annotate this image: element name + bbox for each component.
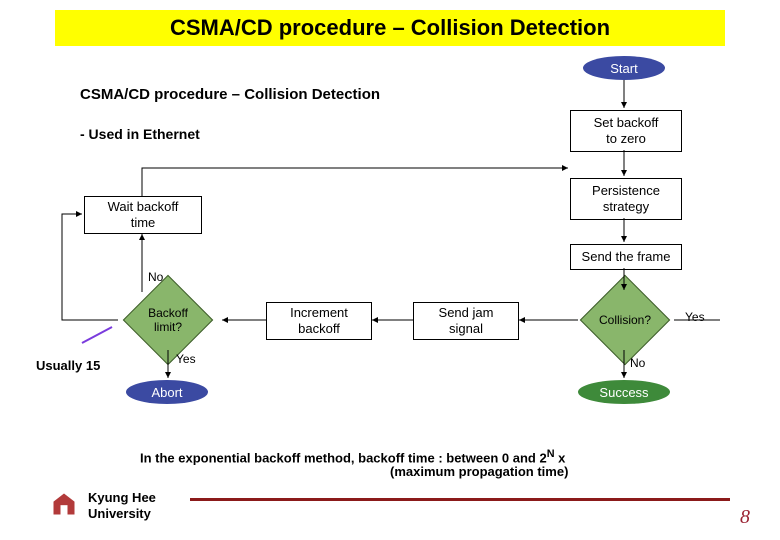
node-start: Start bbox=[583, 56, 665, 80]
footer-divider bbox=[190, 498, 730, 501]
slide-title-text: CSMA/CD procedure – Collision Detection bbox=[170, 15, 610, 41]
node-abort-label: Abort bbox=[151, 385, 182, 400]
node-success-label: Success bbox=[599, 385, 648, 400]
node-send-jam-l1: Send jam bbox=[439, 305, 494, 320]
node-send-jam-l2: signal bbox=[449, 321, 483, 336]
node-persistence-l2: strategy bbox=[603, 199, 649, 214]
node-set-backoff: Set backoff to zero bbox=[570, 110, 682, 152]
node-backoff-q-l1: Backoff bbox=[148, 306, 188, 320]
annotation-usually-15: Usually 15 bbox=[36, 358, 100, 373]
footer-note-line2: (maximum propagation time) bbox=[390, 464, 568, 479]
node-send-frame-label: Send the frame bbox=[582, 249, 671, 265]
brand-l2: University bbox=[88, 506, 151, 521]
node-persistence-l1: Persistence bbox=[592, 183, 660, 198]
node-wait-backoff-l1: Wait backoff bbox=[108, 199, 179, 214]
node-send-frame: Send the frame bbox=[570, 244, 682, 270]
node-success: Success bbox=[578, 380, 670, 404]
node-wait-backoff: Wait backoff time bbox=[84, 196, 202, 234]
node-abort: Abort bbox=[126, 380, 208, 404]
edge-label-backoff-yes: Yes bbox=[176, 352, 196, 366]
node-start-label: Start bbox=[610, 61, 637, 76]
footer-note-sup: N bbox=[547, 448, 555, 460]
edge-label-collision-yes: Yes bbox=[685, 310, 705, 324]
footer-brand: Kyung Hee University bbox=[88, 490, 156, 521]
footer-note-line1: In the exponential backoff method, backo… bbox=[140, 448, 565, 465]
node-collision-question: Collision? bbox=[575, 298, 675, 342]
bullet-used-in-ethernet: - Used in Ethernet bbox=[80, 126, 200, 142]
node-backoff-limit-question: Backoff limit? bbox=[118, 298, 218, 342]
node-backoff-q-l2: limit? bbox=[154, 320, 182, 334]
node-increment-l2: backoff bbox=[298, 321, 340, 336]
subtitle: CSMA/CD procedure – Collision Detection bbox=[80, 86, 380, 103]
edge-label-collision-no: No bbox=[630, 356, 645, 370]
brand-l1: Kyung Hee bbox=[88, 490, 156, 505]
node-collision-label: Collision? bbox=[599, 313, 651, 327]
node-send-jam: Send jam signal bbox=[413, 302, 519, 340]
node-persistence: Persistence strategy bbox=[570, 178, 682, 220]
node-set-backoff-l1: Set backoff bbox=[594, 115, 659, 130]
node-set-backoff-l2: to zero bbox=[606, 131, 646, 146]
node-increment: Increment backoff bbox=[266, 302, 372, 340]
university-logo-icon bbox=[50, 490, 78, 518]
node-wait-backoff-l2: time bbox=[131, 215, 156, 230]
node-increment-l1: Increment bbox=[290, 305, 348, 320]
edge-label-backoff-no: No bbox=[148, 270, 163, 284]
slide-title-bar: CSMA/CD procedure – Collision Detection bbox=[55, 10, 725, 46]
page-number: 8 bbox=[740, 506, 750, 529]
